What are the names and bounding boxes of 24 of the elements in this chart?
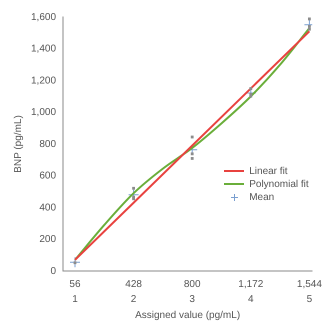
x2-tick-label: 3 (189, 294, 196, 305)
x2-tick-label: 5 (306, 294, 313, 305)
x2-tick-label: 2 (130, 294, 137, 305)
x-tick-label: 56 (69, 278, 81, 290)
y-tick-label: 1,400 (30, 44, 56, 54)
legend-label: Polynomial fit (249, 179, 309, 190)
y-tick-label: 0 (50, 266, 56, 277)
y-tick-label: 1,000 (30, 107, 56, 118)
legend-label: Mean (249, 192, 274, 204)
legend-label: Linear fit (249, 166, 288, 178)
x-tick-label: 800 (184, 278, 201, 290)
y-tick-label: 1,200 (30, 75, 56, 86)
y-tick-label: 800 (39, 138, 56, 150)
x2-tick-label: 1 (72, 294, 78, 305)
y-axis-title: BNP (pg/mL) (12, 115, 24, 173)
x-tick-label: 1,172 (238, 278, 264, 290)
x2-tick-label: 4 (248, 294, 254, 305)
y-tick-label: 200 (39, 234, 56, 245)
x-tick-label: 428 (125, 278, 142, 290)
x-axis-title: Assigned value (pg/mL) (135, 310, 240, 321)
y-tick-label: 600 (39, 170, 56, 182)
y-tick-label: 400 (39, 202, 56, 214)
y-tick-label: 1,600 (30, 12, 56, 23)
x-tick-label: 1,544 (296, 278, 322, 290)
